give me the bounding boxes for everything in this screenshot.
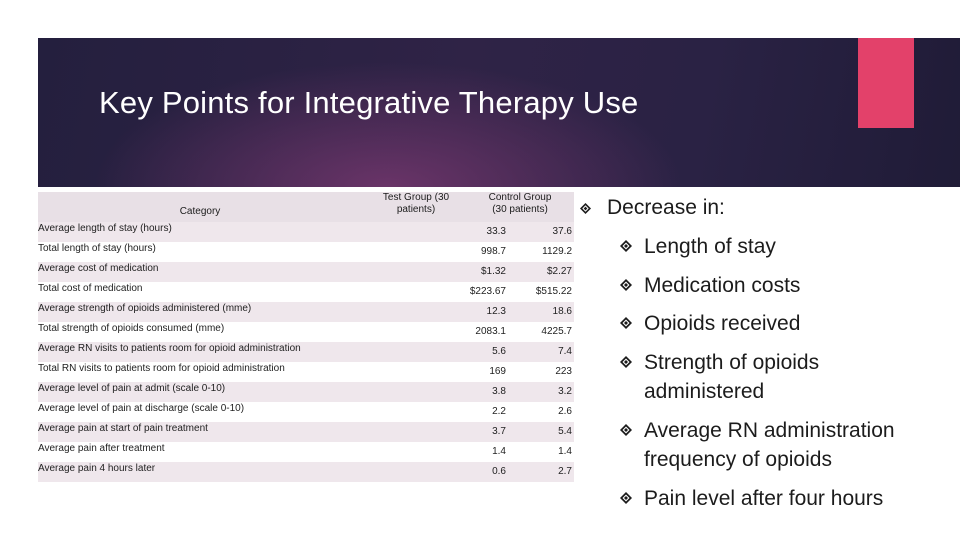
- table-row: Average strength of opioids administered…: [38, 302, 574, 322]
- bullet-item-text: Pain level after four hours: [644, 487, 884, 510]
- row-test-value: 998.7: [480, 246, 506, 257]
- table-row: Average pain 4 hours later 0.6 2.7: [38, 462, 574, 482]
- row-label: Average strength of opioids administered…: [38, 303, 252, 314]
- row-control-value: 2.7: [558, 466, 572, 477]
- row-control-value: 3.2: [558, 386, 572, 397]
- accent-bar: [858, 38, 914, 128]
- table-row: Total length of stay (hours) 998.7 1129.2: [38, 242, 574, 262]
- row-test-value: 3.7: [492, 426, 506, 437]
- row-control-value: 7.4: [558, 346, 572, 357]
- row-test-value: $223.67: [469, 286, 506, 297]
- row-label: Average pain at start of pain treatment: [38, 423, 208, 434]
- row-control-value: 37.6: [552, 226, 572, 237]
- row-label: Total cost of medication: [38, 283, 143, 294]
- row-label: Average pain 4 hours later: [38, 463, 156, 474]
- row-label: Total strength of opioids consumed (mme): [38, 323, 225, 334]
- table-row: Average pain after treatment 1.4 1.4: [38, 442, 574, 462]
- table-row: Total strength of opioids consumed (mme)…: [38, 322, 574, 342]
- table-row: Average level of pain at discharge (scal…: [38, 402, 574, 422]
- table-row: Average cost of medication $1.32 $2.27: [38, 262, 574, 282]
- row-label: Average pain after treatment: [38, 443, 165, 454]
- header-category: Category: [179, 206, 221, 217]
- table-row: Average pain at start of pain treatment 3…: [38, 422, 574, 442]
- table-row: Average length of stay (hours) 33.3 37.6: [38, 222, 574, 242]
- row-control-value: 1.4: [558, 446, 572, 457]
- row-label: Average cost of medication: [38, 263, 159, 274]
- row-control-value: $515.22: [535, 286, 572, 297]
- bullet-heading-text: Decrease in:: [607, 196, 725, 219]
- header-test-group: Test Group (30 patients): [382, 192, 450, 215]
- row-control-value: 2.6: [558, 406, 572, 417]
- row-test-value: 12.3: [486, 306, 506, 317]
- results-table: Category Test Group (30 patients) Contro…: [38, 192, 574, 482]
- row-test-value: 1.4: [492, 446, 506, 457]
- header-control-group: Control Group (30 patients): [488, 192, 552, 215]
- row-test-value: 33.3: [486, 226, 506, 237]
- slide-title: Key Points for Integrative Therapy Use: [99, 85, 639, 120]
- row-control-value: 223: [555, 366, 572, 377]
- row-test-value: 2083.1: [475, 326, 506, 337]
- row-test-value: 169: [489, 366, 506, 377]
- row-control-value: 1129.2: [542, 246, 572, 257]
- bullet-item-text: Length of stay: [644, 235, 776, 258]
- diamond-bullet-icon: [620, 424, 632, 436]
- row-test-value: $1.32: [480, 266, 506, 277]
- row-test-value: 3.8: [492, 386, 506, 397]
- diamond-bullet-icon: [620, 279, 632, 291]
- row-test-value: 0.6: [492, 466, 506, 477]
- table-row: Total RN visits to patients room for opi…: [38, 362, 574, 382]
- bullet-item-text: Strength of opioids administered: [644, 351, 820, 403]
- row-control-value: 18.6: [552, 306, 572, 317]
- row-label: Average level of pain at admit (scale 0-…: [38, 383, 226, 394]
- table-header: Category Test Group (30 patients) Contro…: [38, 192, 574, 222]
- bullet-item-text: Average RN administration frequency of o…: [644, 419, 895, 471]
- diamond-bullet-icon: [580, 203, 591, 214]
- bullet-item-text: Opioids received: [644, 312, 801, 335]
- row-control-value: $2.27: [546, 266, 572, 277]
- row-control-value: 4225.7: [541, 326, 572, 337]
- row-test-value: 5.6: [492, 346, 506, 357]
- row-control-value: 5.4: [558, 426, 572, 437]
- row-label: Average RN visits to patients room for o…: [38, 343, 301, 354]
- diamond-bullet-icon: [620, 317, 632, 329]
- title-banner: [38, 38, 960, 187]
- diamond-bullet-icon: [620, 240, 632, 252]
- row-label: Total length of stay (hours): [38, 243, 156, 254]
- bullet-item-text: Medication costs: [644, 274, 801, 297]
- table-body: Average length of stay (hours) 33.3 37.6 To…: [38, 222, 574, 482]
- table-row: Average RN visits to patients room for o…: [38, 342, 574, 362]
- diamond-bullet-icon: [620, 492, 632, 504]
- diamond-bullet-icon: [620, 356, 632, 368]
- row-label: Average length of stay (hours): [38, 223, 172, 234]
- table-row: Average level of pain at admit (scale 0-…: [38, 382, 574, 402]
- row-label: Total RN visits to patients room for opi…: [38, 363, 285, 374]
- table-row: Total cost of medication $223.67 $515.22: [38, 282, 574, 302]
- row-label: Average level of pain at discharge (scal…: [38, 403, 245, 414]
- row-test-value: 2.2: [492, 406, 506, 417]
